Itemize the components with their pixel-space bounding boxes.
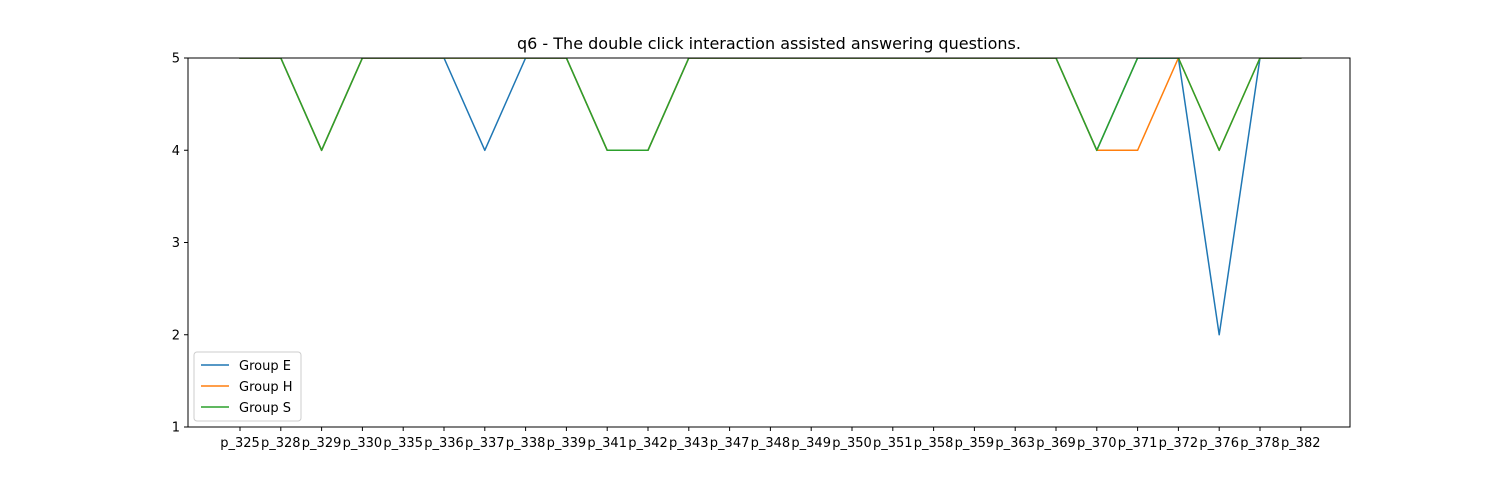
series-line-group-s bbox=[239, 58, 1302, 152]
x-tick-label: p_376 bbox=[1199, 436, 1239, 451]
plot-frame bbox=[187, 57, 1351, 428]
x-tick-label: p_338 bbox=[506, 436, 546, 451]
y-tick-label: 2 bbox=[172, 328, 180, 343]
x-tick-label: p_329 bbox=[302, 436, 342, 451]
x-tick-label: p_328 bbox=[261, 436, 301, 451]
x-tick-label: p_370 bbox=[1077, 436, 1117, 451]
x-tick-label: p_358 bbox=[914, 436, 954, 451]
x-tick-label: p_341 bbox=[587, 436, 627, 451]
x-tick-label: p_336 bbox=[424, 436, 464, 451]
y-tick-label: 3 bbox=[172, 236, 180, 251]
y-tick-label: 4 bbox=[172, 144, 180, 159]
x-tick-label: p_372 bbox=[1159, 436, 1199, 451]
series-line-group-e bbox=[239, 58, 1302, 336]
x-tick-label: p_363 bbox=[995, 436, 1035, 451]
x-tick-label: p_343 bbox=[669, 436, 709, 451]
legend-entry-label: Group S bbox=[239, 401, 291, 416]
x-tick-label: p_348 bbox=[751, 436, 791, 451]
chart-title: q6 - The double click interaction assist… bbox=[517, 34, 1021, 53]
x-tick-label: p_330 bbox=[343, 436, 383, 451]
y-axis: 1 2 3 4 5 bbox=[172, 52, 188, 436]
x-tick-label: p_371 bbox=[1118, 436, 1158, 451]
x-tick-label: p_325 bbox=[220, 436, 260, 451]
x-tick-label: p_350 bbox=[832, 436, 872, 451]
x-axis: p_325 p_328 p_329 p_330 p_335 p_336 p_337 p_338… bbox=[220, 427, 1321, 451]
x-tick-label: p_347 bbox=[710, 436, 750, 451]
x-tick-label: p_349 bbox=[791, 436, 831, 451]
x-tick-label: p_359 bbox=[955, 436, 995, 451]
legend-box bbox=[193, 351, 302, 422]
x-tick-label: p_382 bbox=[1281, 436, 1321, 451]
series-line-group-h bbox=[239, 58, 1302, 152]
x-tick-label: p_342 bbox=[628, 436, 668, 451]
series-layer bbox=[239, 58, 1302, 336]
x-tick-label: p_335 bbox=[383, 436, 423, 451]
y-tick-label: 1 bbox=[172, 421, 180, 436]
legend-entry-label: Group H bbox=[239, 380, 293, 395]
x-tick-label: p_351 bbox=[873, 436, 913, 451]
legend-entry-label: Group E bbox=[239, 359, 291, 374]
x-tick-label: p_369 bbox=[1036, 436, 1076, 451]
x-tick-label: p_339 bbox=[547, 436, 587, 451]
y-tick-label: 5 bbox=[172, 52, 180, 67]
x-tick-label: p_378 bbox=[1240, 436, 1280, 451]
legend: Group E Group H Group S bbox=[193, 351, 302, 422]
x-tick-label: p_337 bbox=[465, 436, 505, 451]
